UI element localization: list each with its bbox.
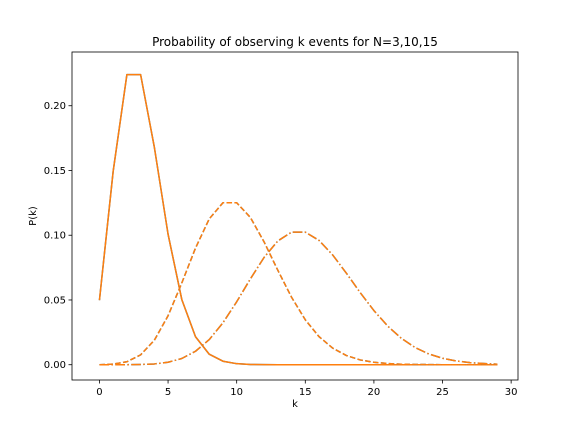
y-axis: 0.00 0.05 0.10 0.15 0.20 xyxy=(44,101,72,371)
series-line-5 xyxy=(99,231,498,366)
y-tick-label: 0.10 xyxy=(44,231,66,242)
plot-frame xyxy=(71,51,519,381)
series-line-3 xyxy=(99,201,498,366)
x-axis: 0 5 10 15 20 25 30 xyxy=(96,380,518,398)
x-tick-label: 25 xyxy=(436,387,449,398)
x-tick-label: 0 xyxy=(96,387,102,398)
y-tick-label: 0.00 xyxy=(44,360,66,371)
x-tick-label: 5 xyxy=(165,387,171,398)
plot-area xyxy=(72,52,518,380)
y-tick-label: 0.15 xyxy=(44,166,66,177)
y-axis-label: P(k) xyxy=(28,206,39,226)
series-layer xyxy=(98,73,498,366)
x-tick-label: 30 xyxy=(505,387,518,398)
x-tick-label: 20 xyxy=(368,387,381,398)
x-tick-label: 15 xyxy=(299,387,312,398)
x-tick-label: 10 xyxy=(230,387,243,398)
chart-title: Probability of observing k events for N=… xyxy=(152,35,438,49)
y-tick-label: 0.20 xyxy=(44,101,66,112)
y-tick-label: 0.05 xyxy=(44,295,66,306)
x-axis-label: k xyxy=(292,399,298,410)
